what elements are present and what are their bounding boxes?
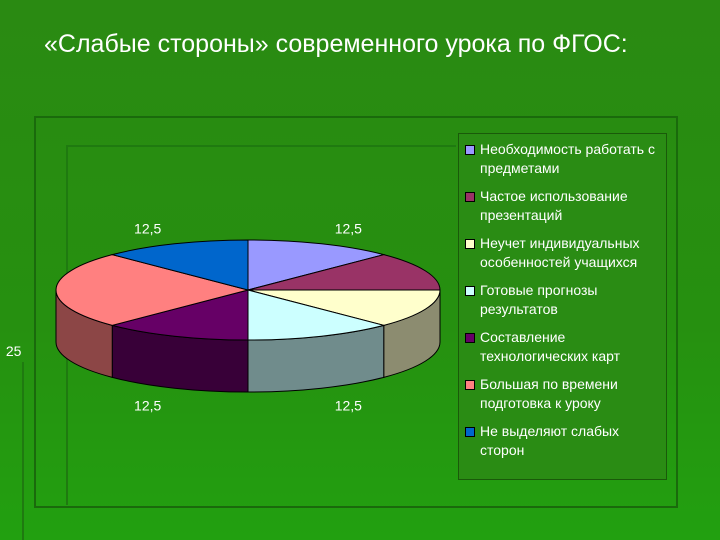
legend-item-6: Большая по времени подготовка к уроку [465, 375, 662, 413]
pie-slice-5 [110, 289, 249, 341]
legend-swatch [465, 145, 475, 155]
legend-swatch [465, 380, 475, 390]
legend-item-3: Неучет индивидуальных особенностей учащи… [465, 234, 662, 272]
decor-line-top [66, 145, 456, 147]
legend-swatch [465, 286, 475, 296]
legend-item-4: Готовые прогнозы результатов [465, 281, 662, 319]
legend-item-2: Частое использование презентаций [465, 187, 662, 225]
legend-item-1: Необходимость работать с предметами [465, 140, 662, 178]
legend-label: Готовые прогнозы результатов [480, 282, 598, 317]
pie-slice-1 [247, 239, 386, 291]
decor-line-bottom [22, 362, 24, 540]
chart-legend: Необходимость работать с предметами Часто… [458, 133, 667, 480]
pie-slice-6 [55, 254, 250, 326]
legend-swatch [465, 427, 475, 437]
pie-slice-4 [247, 289, 386, 341]
legend-label: Большая по времени подготовка к уроку [480, 376, 618, 411]
legend-swatch [465, 239, 475, 249]
pie-slice-3 [247, 289, 441, 326]
legend-label: Не выделяют слабых сторон [480, 423, 620, 458]
data-label-7: 12,5 [134, 221, 161, 237]
legend-label: Частое использование презентаций [480, 188, 628, 223]
legend-swatch [465, 333, 475, 343]
legend-item-7: Не выделяют слабых сторон [465, 422, 662, 460]
legend-swatch [465, 192, 475, 202]
data-label-1: 12,5 [335, 221, 362, 237]
legend-label: Составление технологических карт [480, 329, 621, 364]
pie-slice-2 [247, 254, 441, 291]
slide-title: «Слабые стороны» современного урока по Ф… [44, 30, 628, 58]
pie-slice-7 [110, 239, 249, 291]
data-label-4: 12,5 [335, 398, 362, 414]
chart-area-frame [34, 116, 678, 508]
legend-label: Необходимость работать с предметами [480, 141, 655, 176]
data-label-5: 12,5 [134, 398, 161, 414]
legend-item-5: Составление технологических карт [465, 328, 662, 366]
legend-label: Неучет индивидуальных особенностей учащи… [480, 235, 640, 270]
data-label-6: 25 [6, 343, 22, 359]
